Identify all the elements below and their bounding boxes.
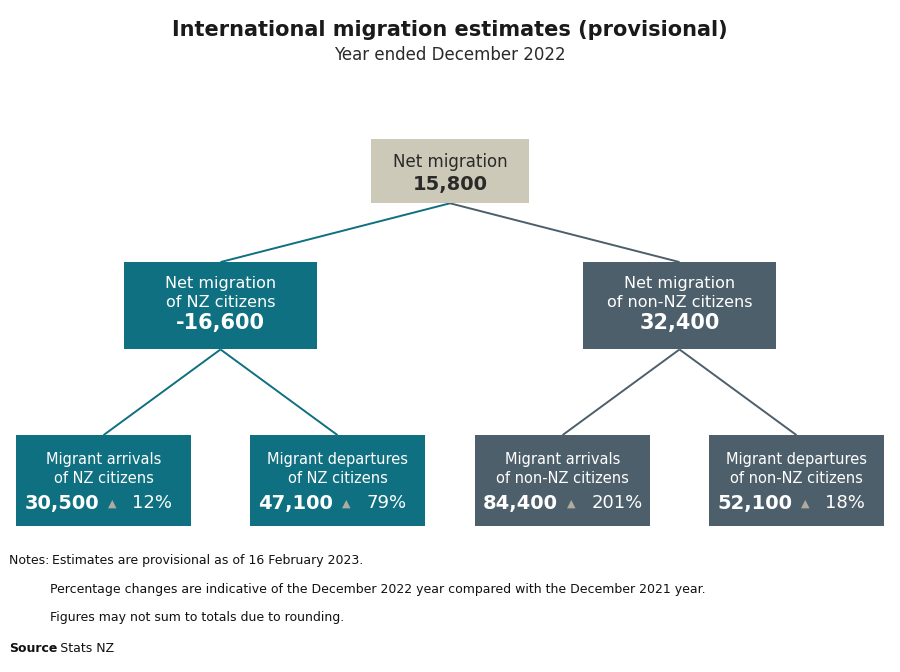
Text: International migration estimates (provisional): International migration estimates (provi…	[172, 20, 728, 40]
Text: Net migration
of non-NZ citizens: Net migration of non-NZ citizens	[607, 276, 752, 310]
Text: 30,500: 30,500	[24, 494, 99, 513]
FancyBboxPatch shape	[124, 262, 318, 349]
Text: Migrant arrivals
of NZ citizens: Migrant arrivals of NZ citizens	[46, 452, 161, 486]
FancyBboxPatch shape	[16, 435, 192, 526]
Text: Migrant departures
of non-NZ citizens: Migrant departures of non-NZ citizens	[726, 452, 867, 486]
Text: Migrant arrivals
of non-NZ citizens: Migrant arrivals of non-NZ citizens	[496, 452, 629, 486]
Text: -16,600: -16,600	[176, 313, 265, 333]
Text: Percentage changes are indicative of the December 2022 year compared with the De: Percentage changes are indicative of the…	[50, 583, 705, 595]
Text: Migrant departures
of NZ citizens: Migrant departures of NZ citizens	[267, 452, 408, 486]
Text: ▲: ▲	[342, 498, 350, 508]
Text: 12%: 12%	[132, 494, 172, 512]
Text: 32,400: 32,400	[639, 313, 720, 333]
Text: Figures may not sum to totals due to rounding.: Figures may not sum to totals due to rou…	[50, 611, 344, 624]
Text: 52,100: 52,100	[717, 494, 792, 513]
Text: 201%: 201%	[591, 494, 643, 512]
FancyBboxPatch shape	[583, 262, 776, 349]
Text: Estimates are provisional as of 16 February 2023.: Estimates are provisional as of 16 Febru…	[52, 554, 364, 567]
Text: 79%: 79%	[366, 494, 407, 512]
Text: ▲: ▲	[801, 498, 809, 508]
Text: : Stats NZ: : Stats NZ	[52, 642, 114, 655]
Text: 47,100: 47,100	[258, 494, 333, 513]
Text: ▲: ▲	[108, 498, 116, 508]
Text: 15,800: 15,800	[412, 175, 488, 194]
Text: Year ended December 2022: Year ended December 2022	[334, 46, 566, 64]
Text: 84,400: 84,400	[483, 494, 558, 513]
FancyBboxPatch shape	[249, 435, 425, 526]
Text: Net migration: Net migration	[392, 153, 508, 171]
Text: Notes:: Notes:	[9, 554, 53, 567]
Text: Net migration
of NZ citizens: Net migration of NZ citizens	[165, 276, 276, 310]
Text: ▲: ▲	[567, 498, 575, 508]
FancyBboxPatch shape	[475, 435, 650, 526]
Text: 18%: 18%	[825, 494, 865, 512]
Text: Source: Source	[9, 642, 58, 655]
FancyBboxPatch shape	[371, 140, 528, 203]
FancyBboxPatch shape	[709, 435, 884, 526]
